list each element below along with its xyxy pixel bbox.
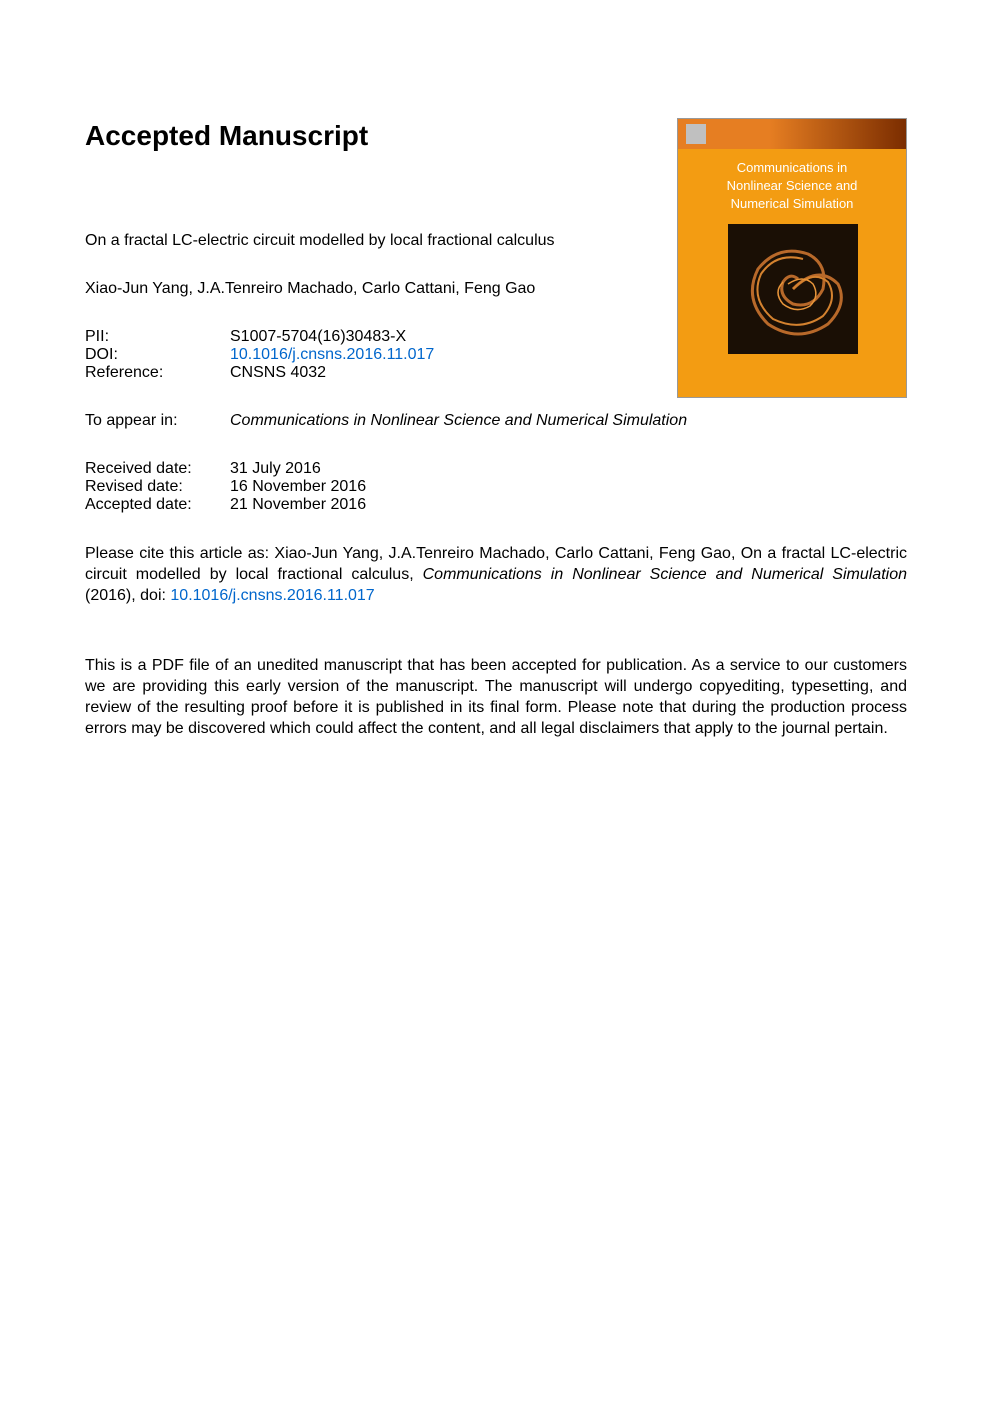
reference-label: Reference: [85, 364, 230, 382]
received-value: 31 July 2016 [230, 460, 907, 478]
received-label: Received date: [85, 460, 230, 478]
citation-text: Please cite this article as: Xiao-Jun Ya… [85, 544, 907, 606]
accepted-label: Accepted date: [85, 496, 230, 514]
cover-title-line1: Communications in [698, 159, 886, 177]
to-appear-row: To appear in: Communications in Nonlinea… [85, 412, 907, 430]
revised-row: Revised date: 16 November 2016 [85, 478, 907, 496]
dates-block: Received date: 31 July 2016 Revised date… [85, 460, 907, 514]
revised-label: Revised date: [85, 478, 230, 496]
to-appear-label: To appear in: [85, 412, 230, 430]
to-appear-value: Communications in Nonlinear Science and … [230, 412, 687, 430]
pii-label: PII: [85, 328, 230, 346]
elsevier-logo-icon [686, 124, 706, 144]
accepted-value: 21 November 2016 [230, 496, 907, 514]
cover-title-line3: Numerical Simulation [698, 195, 886, 213]
received-row: Received date: 31 July 2016 [85, 460, 907, 478]
cover-title-line2: Nonlinear Science and [698, 177, 886, 195]
cover-swirl-image [728, 224, 858, 354]
citation-year: (2016), doi: [85, 587, 170, 604]
cover-top-bar [678, 119, 906, 149]
journal-cover-thumbnail: Communications in Nonlinear Science and … [677, 118, 907, 398]
citation-journal: Communications in Nonlinear Science and … [423, 566, 907, 583]
cover-journal-title: Communications in Nonlinear Science and … [678, 159, 906, 214]
revised-value: 16 November 2016 [230, 478, 907, 496]
doi-label: DOI: [85, 346, 230, 364]
accepted-row: Accepted date: 21 November 2016 [85, 496, 907, 514]
citation-doi-link[interactable]: 10.1016/j.cnsns.2016.11.017 [170, 587, 374, 604]
disclaimer-text: This is a PDF file of an unedited manusc… [85, 656, 907, 739]
